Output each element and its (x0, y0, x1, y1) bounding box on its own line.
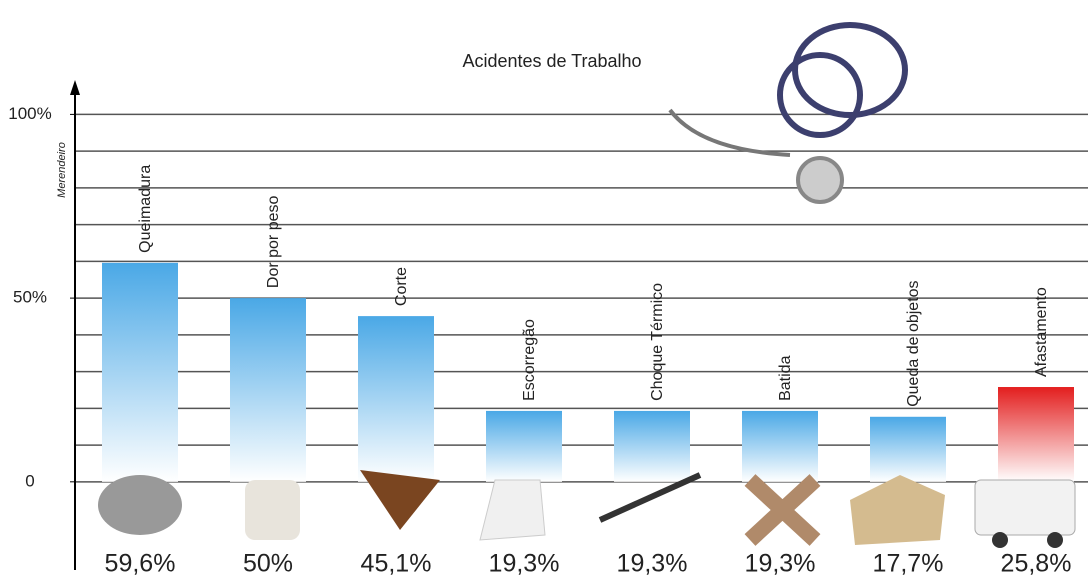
value-label: 19,3% (745, 550, 816, 578)
value-label: 45,1% (361, 550, 432, 578)
category-label: Afastamento (1033, 287, 1050, 377)
value-label: 19,3% (489, 550, 560, 578)
bar (614, 410, 690, 482)
bars (102, 262, 1074, 482)
y-tick-label: 50% (13, 288, 47, 307)
bar (998, 387, 1074, 482)
value-label: 59,6% (105, 550, 176, 578)
labels: 100% 50% 0 Queimadura 59,6% Dor por peso 50% Co… (8, 104, 1071, 578)
category-label: Escorregão (521, 319, 538, 401)
bar (102, 262, 178, 482)
chart-title: Acidentes de Trabalho (462, 51, 641, 71)
bar (742, 410, 818, 482)
y-axis-label: Merendeiro (56, 142, 68, 198)
value-label: 17,7% (873, 550, 944, 578)
bar (486, 410, 562, 482)
category-label: Choque Térmico (649, 283, 666, 401)
y-axis-arrow (70, 80, 80, 95)
category-label: Batida (777, 355, 794, 400)
category-label: Queimadura (137, 165, 154, 253)
category-label: Dor por peso (265, 196, 282, 289)
bar (230, 298, 306, 482)
value-label: 19,3% (617, 550, 688, 578)
y-tick-label: 0 (25, 471, 34, 490)
bar (870, 416, 946, 482)
bar (358, 316, 434, 482)
y-tick-label: 100% (8, 104, 51, 123)
value-label: 25,8% (1001, 550, 1072, 578)
category-label: Corte (393, 267, 410, 306)
axis (70, 80, 80, 570)
category-icons (98, 470, 1076, 548)
stethoscope-icon (668, 22, 908, 204)
value-label: 50% (243, 550, 293, 578)
category-label: Queda de objetos (905, 280, 922, 406)
